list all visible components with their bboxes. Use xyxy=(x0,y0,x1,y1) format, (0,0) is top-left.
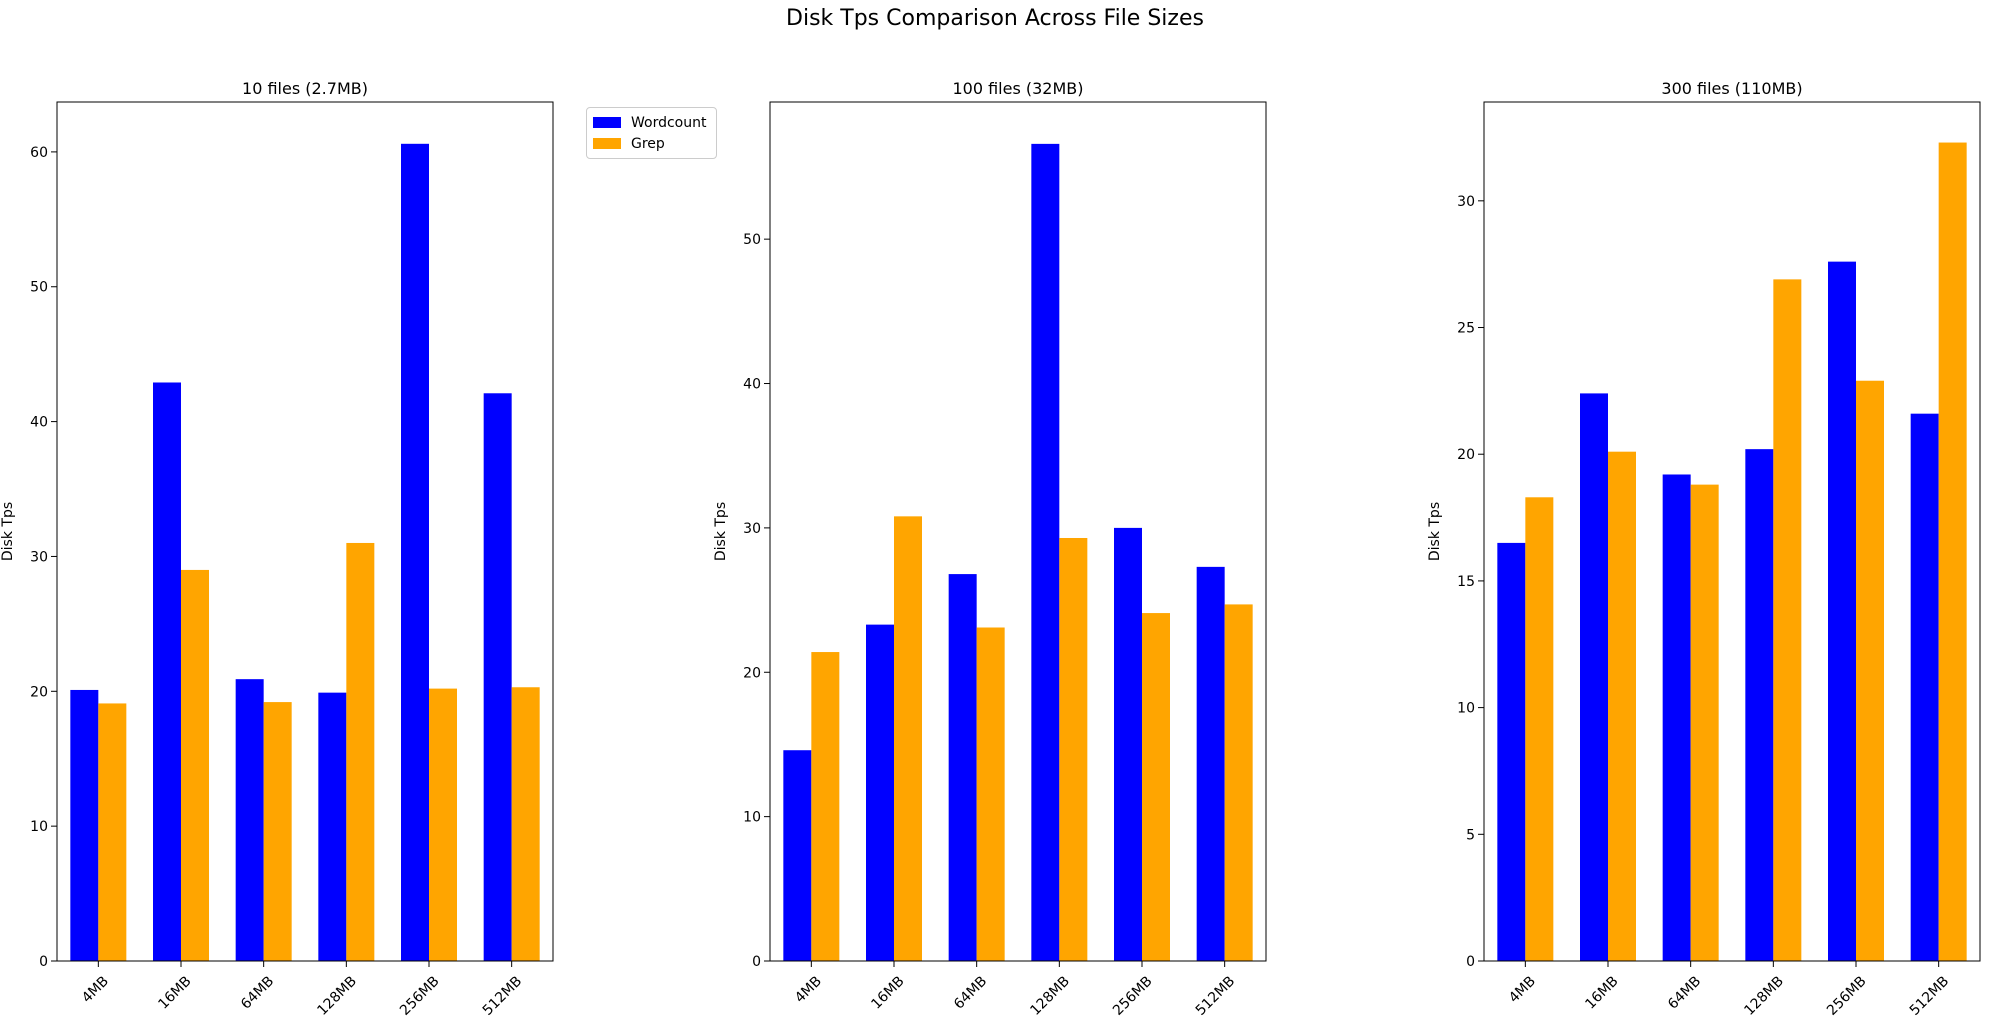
y-tick-label: 30 xyxy=(30,549,48,565)
x-tick-label: 128MB xyxy=(1027,973,1073,1019)
bar-wordcount-16mb xyxy=(1580,393,1608,961)
bar-grep-64mb xyxy=(1690,484,1719,961)
x-tick-label: 4MB xyxy=(792,973,825,1006)
bar-wordcount-4mb xyxy=(1497,542,1526,961)
y-tick-label: 10 xyxy=(30,819,48,835)
x-tick-label: 4MB xyxy=(1506,973,1539,1006)
bar-grep-4mb xyxy=(811,652,840,961)
bar-wordcount-512mb xyxy=(1196,566,1225,961)
x-tick-label: 256MB xyxy=(1110,973,1156,1019)
y-axis-label: Disk Tps xyxy=(0,502,16,561)
bar-wordcount-512mb xyxy=(483,393,512,962)
y-tick-label: 5 xyxy=(1466,827,1475,843)
figure-title: Disk Tps Comparison Across File Sizes xyxy=(786,6,1204,31)
axes-frame xyxy=(1483,101,1981,962)
y-axis-label: Disk Tps xyxy=(713,502,729,561)
y-tick-label: 20 xyxy=(743,665,761,681)
bar-wordcount-128mb xyxy=(1745,449,1774,961)
bar-wordcount-128mb xyxy=(318,692,347,961)
bar-wordcount-256mb xyxy=(401,143,429,961)
legend-label-grep: Grep xyxy=(631,135,665,152)
bar-grep-512mb xyxy=(511,687,540,961)
bar-wordcount-16mb xyxy=(866,624,894,961)
x-tick-label: 512MB xyxy=(1907,973,1953,1019)
legend: Wordcount Grep xyxy=(586,107,718,159)
bar-wordcount-16mb xyxy=(153,382,181,961)
bar-wordcount-4mb xyxy=(70,689,99,961)
bar-grep-4mb xyxy=(98,703,127,961)
legend-item-wordcount: Wordcount xyxy=(593,112,706,133)
bar-grep-4mb xyxy=(1525,497,1554,961)
x-tick-label: 16MB xyxy=(868,973,907,1012)
y-tick-label: 10 xyxy=(1457,701,1475,717)
y-tick-label: 50 xyxy=(743,232,761,248)
bar-grep-128mb xyxy=(1059,537,1088,961)
axes-frame xyxy=(769,101,1267,962)
bar-grep-16mb xyxy=(181,569,209,961)
y-tick-label: 20 xyxy=(1457,447,1475,463)
y-tick-label: 10 xyxy=(743,810,761,826)
x-tick-label: 512MB xyxy=(1193,973,1239,1019)
bar-wordcount-64mb xyxy=(948,574,977,961)
bar-wordcount-4mb xyxy=(783,750,812,961)
bar-grep-256mb xyxy=(1856,380,1884,961)
x-tick-label: 4MB xyxy=(79,973,112,1006)
x-tick-label: 64MB xyxy=(1665,973,1704,1012)
bar-wordcount-256mb xyxy=(1114,527,1142,961)
x-tick-label: 256MB xyxy=(1824,973,1870,1019)
bar-grep-64mb xyxy=(976,627,1005,961)
x-tick-label: 64MB xyxy=(951,973,990,1012)
y-tick-label: 20 xyxy=(30,684,48,700)
bar-wordcount-512mb xyxy=(1910,413,1939,961)
x-tick-label: 512MB xyxy=(480,973,526,1019)
y-axis-label: Disk Tps xyxy=(1427,502,1443,561)
y-tick-label: 0 xyxy=(39,954,48,970)
bar-grep-64mb xyxy=(263,702,292,961)
bar-grep-128mb xyxy=(1773,279,1802,961)
bar-grep-16mb xyxy=(894,516,922,961)
y-tick-label: 30 xyxy=(1457,194,1475,210)
axes-frame xyxy=(56,101,554,962)
y-tick-label: 25 xyxy=(1457,321,1475,337)
y-tick-label: 60 xyxy=(30,145,48,161)
x-tick-label: 16MB xyxy=(155,973,194,1012)
panel-title: 10 files (2.7MB) xyxy=(242,79,368,98)
bar-grep-16mb xyxy=(1608,451,1636,961)
y-tick-label: 50 xyxy=(30,280,48,296)
panel-title: 100 files (32MB) xyxy=(952,79,1083,98)
y-tick-label: 0 xyxy=(1466,954,1475,970)
bar-wordcount-256mb xyxy=(1828,261,1856,961)
x-tick-label: 64MB xyxy=(238,973,277,1012)
legend-label-wordcount: Wordcount xyxy=(631,114,707,131)
y-tick-label: 30 xyxy=(743,521,761,537)
y-tick-label: 0 xyxy=(752,954,761,970)
x-tick-label: 128MB xyxy=(1741,973,1787,1019)
legend-swatch-wordcount xyxy=(593,117,621,128)
y-tick-label: 40 xyxy=(743,377,761,393)
bar-wordcount-128mb xyxy=(1031,143,1060,961)
y-tick-label: 15 xyxy=(1457,574,1475,590)
chart-panel-3: 300 files (110MB) Disk Tps 0 5 10 15 20 25 30 4MB… xyxy=(1427,79,1981,1019)
legend-item-grep: Grep xyxy=(593,133,706,154)
bar-grep-256mb xyxy=(1142,613,1170,961)
y-tick-label: 40 xyxy=(30,415,48,431)
bar-wordcount-64mb xyxy=(1662,474,1691,961)
bar-wordcount-64mb xyxy=(235,679,264,961)
bar-grep-512mb xyxy=(1224,604,1253,961)
bar-grep-256mb xyxy=(429,688,457,961)
bar-grep-128mb xyxy=(346,542,375,961)
bar-grep-512mb xyxy=(1938,142,1967,961)
panel-title: 300 files (110MB) xyxy=(1661,79,1802,98)
x-tick-label: 16MB xyxy=(1582,973,1621,1012)
x-tick-label: 128MB xyxy=(314,973,360,1019)
x-tick-label: 256MB xyxy=(397,973,443,1019)
chart-panel-1: 10 files (2.7MB) Disk Tps 0 10 20 30 40 50 60 4MB… xyxy=(0,79,554,1019)
chart-panel-2: 100 files (32MB) Disk Tps 0 10 20 30 40 50 4MB 16… xyxy=(713,79,1267,1019)
legend-swatch-grep xyxy=(593,138,621,149)
